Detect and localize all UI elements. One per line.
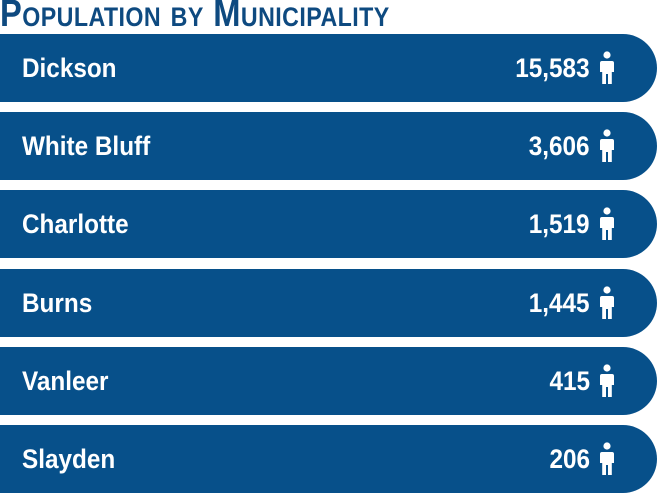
person-icon	[600, 285, 614, 319]
population-value: 1,445	[529, 287, 590, 318]
municipality-row: Charlotte 1,519	[0, 190, 657, 259]
municipality-name: Vanleer	[22, 365, 109, 396]
municipality-row: Vanleer 415	[0, 346, 657, 415]
population-value: 415	[549, 365, 590, 396]
person-icon	[600, 442, 614, 475]
chart-title: Population by Municipality	[0, 0, 390, 35]
municipality-name: Burns	[22, 287, 93, 318]
person-icon	[600, 129, 614, 163]
person-icon	[600, 51, 614, 84]
municipality-name: White Bluff	[22, 131, 151, 162]
municipality-name: Slayden	[22, 443, 116, 474]
population-value: 1,519	[529, 209, 590, 240]
municipality-row: Burns 1,445	[0, 268, 657, 337]
person-icon	[600, 207, 614, 241]
population-value: 206	[549, 443, 590, 474]
municipality-list: Dickson 15,583 White Bluff 3,606 Charlotte 1,…	[0, 34, 657, 503]
population-value: 15,583	[515, 53, 590, 83]
population-value: 3,606	[529, 131, 590, 162]
municipality-name: Charlotte	[22, 209, 129, 240]
municipality-name: Dickson	[22, 53, 117, 83]
municipality-row: White Bluff 3,606	[0, 112, 657, 181]
person-icon	[600, 364, 614, 397]
municipality-row: Slayden 206	[0, 424, 657, 493]
municipality-row: Dickson 15,583	[0, 34, 657, 102]
